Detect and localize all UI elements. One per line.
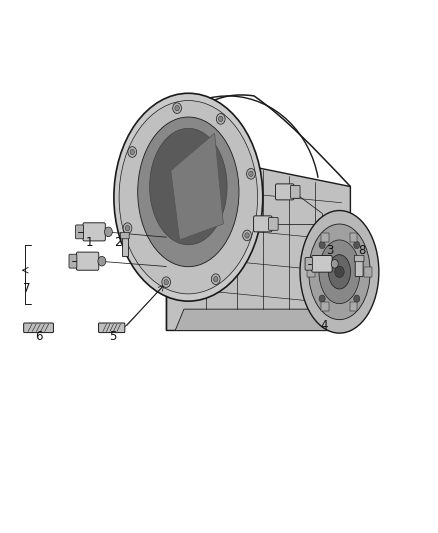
Ellipse shape xyxy=(300,211,379,333)
Ellipse shape xyxy=(319,240,360,304)
Ellipse shape xyxy=(150,128,227,245)
FancyBboxPatch shape xyxy=(350,232,357,242)
Text: 4: 4 xyxy=(320,319,328,332)
FancyBboxPatch shape xyxy=(120,232,129,239)
Text: 8: 8 xyxy=(359,244,366,257)
FancyBboxPatch shape xyxy=(312,255,332,272)
FancyBboxPatch shape xyxy=(305,257,312,270)
Circle shape xyxy=(128,147,137,157)
Circle shape xyxy=(319,241,325,249)
Circle shape xyxy=(98,256,106,266)
FancyBboxPatch shape xyxy=(364,267,371,277)
Circle shape xyxy=(123,223,132,233)
FancyBboxPatch shape xyxy=(69,254,77,268)
Ellipse shape xyxy=(138,117,239,266)
FancyBboxPatch shape xyxy=(268,217,278,230)
Circle shape xyxy=(247,168,255,179)
Ellipse shape xyxy=(309,224,370,320)
FancyBboxPatch shape xyxy=(276,184,294,200)
Polygon shape xyxy=(166,149,350,330)
Circle shape xyxy=(319,295,325,302)
Circle shape xyxy=(105,227,112,237)
Circle shape xyxy=(216,114,225,124)
Ellipse shape xyxy=(328,255,350,289)
Polygon shape xyxy=(171,133,223,240)
Circle shape xyxy=(164,279,168,285)
Circle shape xyxy=(125,225,130,231)
Circle shape xyxy=(249,171,253,176)
FancyBboxPatch shape xyxy=(99,323,125,333)
Text: 3: 3 xyxy=(326,244,333,257)
Circle shape xyxy=(175,106,179,111)
Circle shape xyxy=(219,116,223,122)
FancyBboxPatch shape xyxy=(354,255,364,262)
FancyBboxPatch shape xyxy=(77,252,99,270)
Circle shape xyxy=(245,233,249,238)
Circle shape xyxy=(130,149,134,155)
Circle shape xyxy=(173,103,181,114)
Text: 2: 2 xyxy=(113,236,121,249)
FancyBboxPatch shape xyxy=(122,237,128,256)
FancyBboxPatch shape xyxy=(75,225,83,239)
Circle shape xyxy=(331,260,338,268)
Polygon shape xyxy=(175,309,342,330)
Circle shape xyxy=(212,274,220,285)
FancyBboxPatch shape xyxy=(321,232,329,242)
FancyBboxPatch shape xyxy=(24,323,53,333)
FancyBboxPatch shape xyxy=(321,302,329,311)
FancyBboxPatch shape xyxy=(254,216,272,232)
FancyBboxPatch shape xyxy=(355,260,363,277)
Circle shape xyxy=(353,241,360,249)
Circle shape xyxy=(353,295,360,302)
Ellipse shape xyxy=(119,101,258,294)
Circle shape xyxy=(162,277,170,287)
Text: 5: 5 xyxy=(110,330,117,343)
FancyBboxPatch shape xyxy=(290,185,300,198)
FancyBboxPatch shape xyxy=(350,302,357,311)
FancyBboxPatch shape xyxy=(307,267,315,277)
Ellipse shape xyxy=(114,93,263,301)
Text: 1: 1 xyxy=(86,236,94,249)
Circle shape xyxy=(335,266,344,278)
Text: 7: 7 xyxy=(22,282,30,295)
Text: 6: 6 xyxy=(35,330,42,343)
Circle shape xyxy=(214,277,218,282)
Circle shape xyxy=(243,230,251,241)
FancyBboxPatch shape xyxy=(83,223,105,241)
